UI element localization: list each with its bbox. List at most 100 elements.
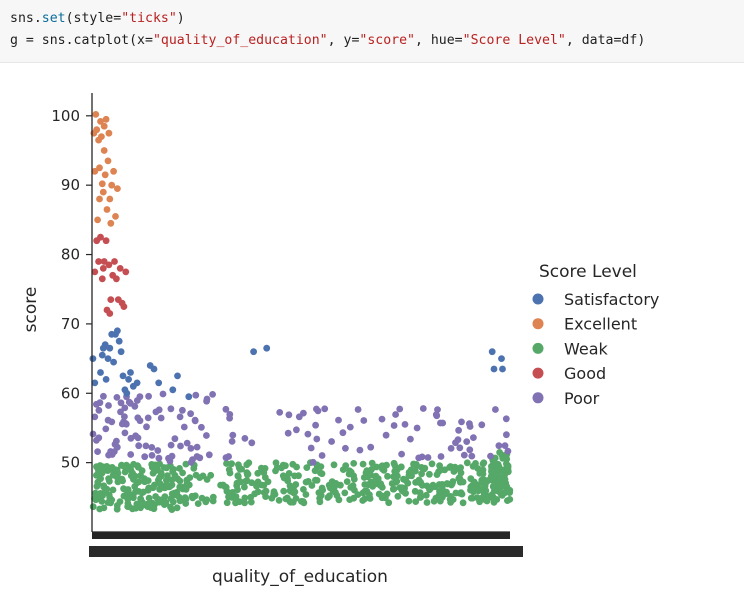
good-point: [107, 296, 115, 303]
weak-point: [99, 492, 106, 499]
excellent-point: [114, 185, 121, 193]
poor-point: [307, 444, 315, 452]
poor-point: [142, 442, 150, 450]
weak-point: [446, 495, 454, 503]
weak-point: [368, 466, 375, 473]
weak-point: [405, 497, 413, 505]
weak-point: [332, 480, 340, 487]
weak-point: [113, 505, 121, 513]
code-token: "quality_of_education": [152, 33, 328, 48]
weak-point: [174, 475, 182, 483]
weak-point: [329, 487, 337, 495]
legend-marker: [532, 293, 544, 305]
poor-point: [321, 405, 329, 413]
weak-point: [359, 497, 367, 504]
weak-point: [366, 495, 374, 502]
poor-point: [466, 446, 474, 454]
good-point: [105, 261, 113, 269]
good-point: [122, 268, 130, 276]
poor-point: [455, 426, 462, 434]
poor-point: [284, 429, 292, 437]
poor-point: [110, 448, 118, 455]
weak-point: [194, 500, 202, 507]
poor-point: [342, 444, 349, 452]
poor-point: [95, 406, 103, 414]
weak-point: [116, 498, 124, 505]
weak-point: [360, 474, 368, 481]
poor-point: [447, 445, 455, 452]
poor-point: [432, 411, 440, 419]
code-cell[interactable]: sns.set(style="ticks") g = sns.catplot(x…: [0, 0, 744, 63]
code-token: ): [637, 33, 646, 48]
poor-point: [313, 435, 321, 443]
weak-point: [428, 460, 436, 468]
satisfactory-point: [250, 348, 257, 356]
weak-point: [98, 469, 106, 477]
weak-point: [261, 474, 269, 481]
weak-point: [303, 464, 311, 471]
weak-point: [94, 478, 102, 486]
weak-point: [300, 486, 307, 493]
poor-point: [392, 411, 399, 418]
weak-point: [481, 492, 489, 500]
excellent-point: [100, 122, 108, 130]
code-token: set: [41, 11, 66, 26]
weak-point: [199, 472, 207, 480]
weak-point: [137, 504, 144, 512]
legend-label: Excellent: [564, 315, 637, 334]
weak-point: [405, 472, 413, 479]
weak-point: [335, 496, 343, 504]
poor-point: [424, 454, 432, 461]
poor-point: [401, 421, 409, 428]
legend-marker: [532, 392, 544, 404]
good-point: [106, 310, 114, 317]
weak-point: [493, 496, 501, 503]
poor-point: [309, 458, 317, 466]
poor-point: [154, 447, 162, 454]
weak-point: [407, 466, 415, 474]
weak-point: [234, 472, 242, 480]
poor-point: [167, 405, 175, 413]
satisfactory-point: [101, 341, 109, 349]
legend-marker: [532, 318, 544, 330]
weak-point: [280, 487, 288, 495]
satisfactory-point: [490, 365, 498, 373]
poor-point: [226, 414, 234, 422]
legend-label: Good: [564, 364, 606, 383]
poor-point: [171, 435, 179, 443]
weak-point: [270, 488, 278, 495]
poor-point: [159, 390, 167, 398]
weak-point: [260, 482, 268, 489]
weak-point: [167, 503, 174, 511]
weak-point: [192, 471, 200, 479]
weak-point: [412, 479, 419, 486]
weak-point: [412, 498, 420, 505]
x-tick-labels-band: [89, 546, 523, 557]
weak-point: [503, 455, 511, 463]
poor-point: [148, 444, 156, 451]
code-token: ,: [565, 33, 582, 48]
code-token: (: [129, 33, 138, 48]
excellent-point: [94, 216, 101, 224]
poor-point: [134, 434, 142, 442]
weak-point: [394, 492, 402, 500]
poor-point: [179, 406, 186, 414]
poor-point: [293, 426, 300, 434]
x-ticks-band: [92, 532, 510, 539]
weak-point: [402, 477, 410, 484]
poor-point: [198, 423, 205, 431]
weak-point: [122, 486, 130, 494]
weak-point: [287, 498, 295, 506]
weak-point: [302, 491, 310, 498]
weak-point: [89, 503, 97, 511]
poor-point: [205, 451, 213, 459]
weak-point: [91, 495, 98, 502]
weak-point: [164, 482, 172, 490]
weak-point: [253, 482, 260, 490]
weak-point: [422, 491, 430, 499]
poor-point: [452, 439, 459, 447]
y-tick-label: 70: [61, 315, 80, 333]
weak-point: [228, 460, 236, 468]
poor-point: [102, 425, 110, 433]
poor-point: [367, 443, 375, 451]
